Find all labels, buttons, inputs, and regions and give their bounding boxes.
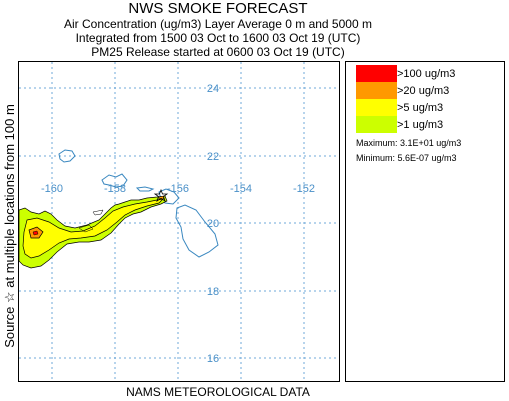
legend-item-5: >5 ug/m3 (356, 99, 443, 116)
lat-label-22: 22 (207, 151, 219, 163)
contour-over-20-maui (158, 195, 165, 200)
lat-label-24: 24 (207, 83, 219, 95)
maximum-value: Maximum: 3.1E+01 ug/m3 (356, 138, 462, 148)
page-title: NWS SMOKE FORECAST (128, 0, 308, 17)
legend-item-1: >1 ug/m3 (356, 116, 443, 133)
lat-label-18: 18 (207, 286, 219, 298)
lat-label-16: 16 (207, 353, 219, 365)
graticule (19, 62, 339, 381)
contour-inner-ring-2 (78, 224, 94, 233)
legend-panel: >100 ug/m3 >20 ug/m3 >5 ug/m3 >1 ug/m3 M… (345, 61, 505, 382)
legend-label: >100 ug/m3 (397, 67, 456, 80)
map-canvas: 24 22 20 18 16 -160 -158 -156 -154 -152 (19, 62, 339, 381)
contour-inner-ring (92, 209, 104, 216)
map-panel: 24 22 20 18 16 -160 -158 -156 -154 -152 (18, 61, 340, 382)
legend-item-20: >20 ug/m3 (356, 82, 449, 99)
lon-label-160: -160 (41, 183, 63, 195)
legend-swatch-red (356, 65, 397, 82)
hawaii-big-island-coastline (175, 204, 219, 258)
lat-label-20: 20 (207, 218, 219, 230)
legend-swatch-orange (356, 82, 397, 99)
release-start: PM25 Release started at 0600 03 Oct 19 (… (91, 45, 345, 59)
legend-swatch-lime (356, 116, 397, 133)
oahu-coastline (101, 173, 128, 188)
legend-label: >5 ug/m3 (397, 101, 444, 114)
source-label: Source ☆ at multiple locations from 100 … (2, 104, 17, 348)
contour-over-100 (32, 230, 39, 236)
legend-label: >1 ug/m3 (397, 118, 444, 131)
kauai-coastline (58, 149, 76, 163)
source-star-icon (153, 188, 169, 202)
lon-label-154: -154 (230, 183, 252, 195)
smoke-plume (19, 195, 168, 269)
minimum-value: Minimum: 5.6E-07 ug/m3 (356, 153, 457, 163)
lon-label-156: -156 (167, 183, 189, 195)
lon-label-152: -152 (293, 183, 315, 195)
molokai-coastline (135, 186, 155, 192)
header: NWS SMOKE FORECAST Air Concentration (ug… (18, 0, 418, 59)
contour-over-5 (22, 198, 165, 259)
legend-swatch-yellow (356, 99, 397, 116)
legend-item-100: >100 ug/m3 (356, 65, 455, 82)
concentration-description: Air Concentration (ug/m3) Layer Average … (64, 17, 372, 31)
legend-label: >20 ug/m3 (397, 84, 450, 97)
footer-data-source: NAMS METEOROLOGICAL DATA (126, 385, 310, 399)
integration-period: Integrated from 1500 03 Oct to 1600 03 O… (75, 31, 361, 45)
